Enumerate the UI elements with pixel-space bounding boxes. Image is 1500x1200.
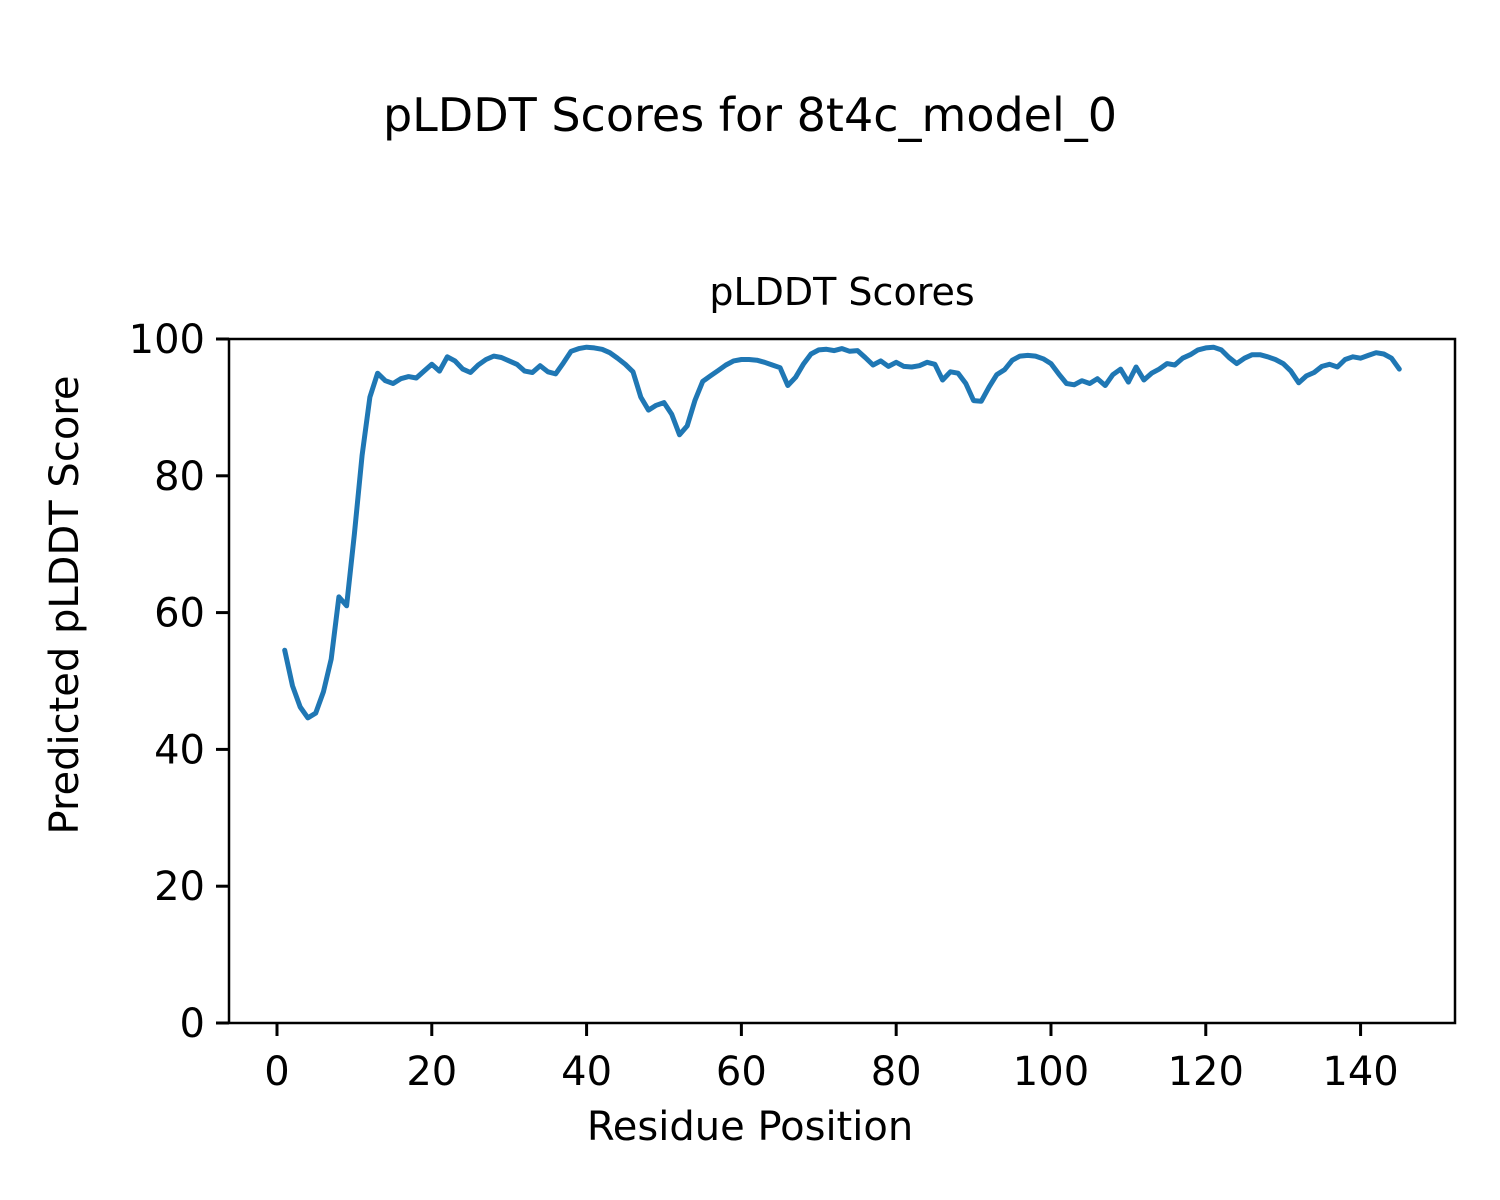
y-tick-label: 60: [154, 591, 205, 637]
plddt-line: [282, 344, 1402, 721]
figure-title: pLDDT Scores for 8t4c_model_0: [382, 88, 1118, 142]
axis-tick-labels: 0 20 40 60 80 100 120 140 0 20 40 60 80 100: [129, 317, 1399, 1095]
y-tick-label: 80: [154, 454, 205, 500]
y-tick-label: 20: [154, 864, 205, 910]
axes-title: pLDDT Scores: [709, 270, 975, 314]
y-tick-label: 100: [129, 317, 205, 363]
axes-spines: [227, 337, 1457, 1025]
x-tick-label: 60: [716, 1049, 767, 1095]
x-tick-label: 100: [1013, 1049, 1089, 1095]
x-tick-label: 140: [1322, 1049, 1398, 1095]
x-tick-label: 40: [561, 1049, 612, 1095]
x-tick-label: 80: [871, 1049, 922, 1095]
x-tick-label: 120: [1168, 1049, 1244, 1095]
x-axis-label: Residue Position: [586, 1104, 914, 1150]
y-tick-label: 40: [154, 727, 205, 773]
axis-ticks: [216, 337, 1363, 1036]
y-axis-label: Predicted pLDDT Score: [42, 375, 88, 835]
y-tick-label: 0: [180, 1001, 205, 1047]
x-tick-label: 20: [406, 1049, 457, 1095]
x-tick-label: 0: [264, 1049, 289, 1095]
